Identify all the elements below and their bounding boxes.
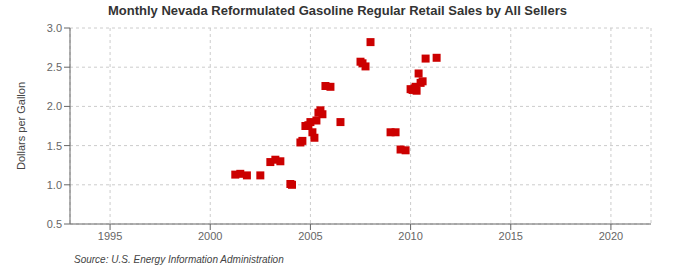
svg-text:2000: 2000 bbox=[198, 230, 222, 242]
svg-text:2005: 2005 bbox=[298, 230, 322, 242]
svg-text:2015: 2015 bbox=[499, 230, 523, 242]
svg-text:1.0: 1.0 bbox=[47, 179, 62, 191]
svg-text:Dollars per Gallon: Dollars per Gallon bbox=[15, 82, 27, 170]
svg-text:1.5: 1.5 bbox=[47, 140, 62, 152]
html-text:Source: U.S. Energy Informatio: Source: U.S. Energy Information Administ… bbox=[74, 254, 284, 265]
svg-text:2.0: 2.0 bbox=[47, 100, 62, 112]
svg-text:2020: 2020 bbox=[599, 230, 623, 242]
html-text:Monthly Nevada Reformulated Ga: Monthly Nevada Reformulated Gasoline Reg… bbox=[108, 3, 567, 18]
svg-text:0.5: 0.5 bbox=[47, 218, 62, 230]
svg-text:2.5: 2.5 bbox=[47, 61, 62, 73]
svg-text:2010: 2010 bbox=[398, 230, 422, 242]
svg-text:3.0: 3.0 bbox=[47, 22, 62, 34]
svg-text:1995: 1995 bbox=[98, 230, 122, 242]
